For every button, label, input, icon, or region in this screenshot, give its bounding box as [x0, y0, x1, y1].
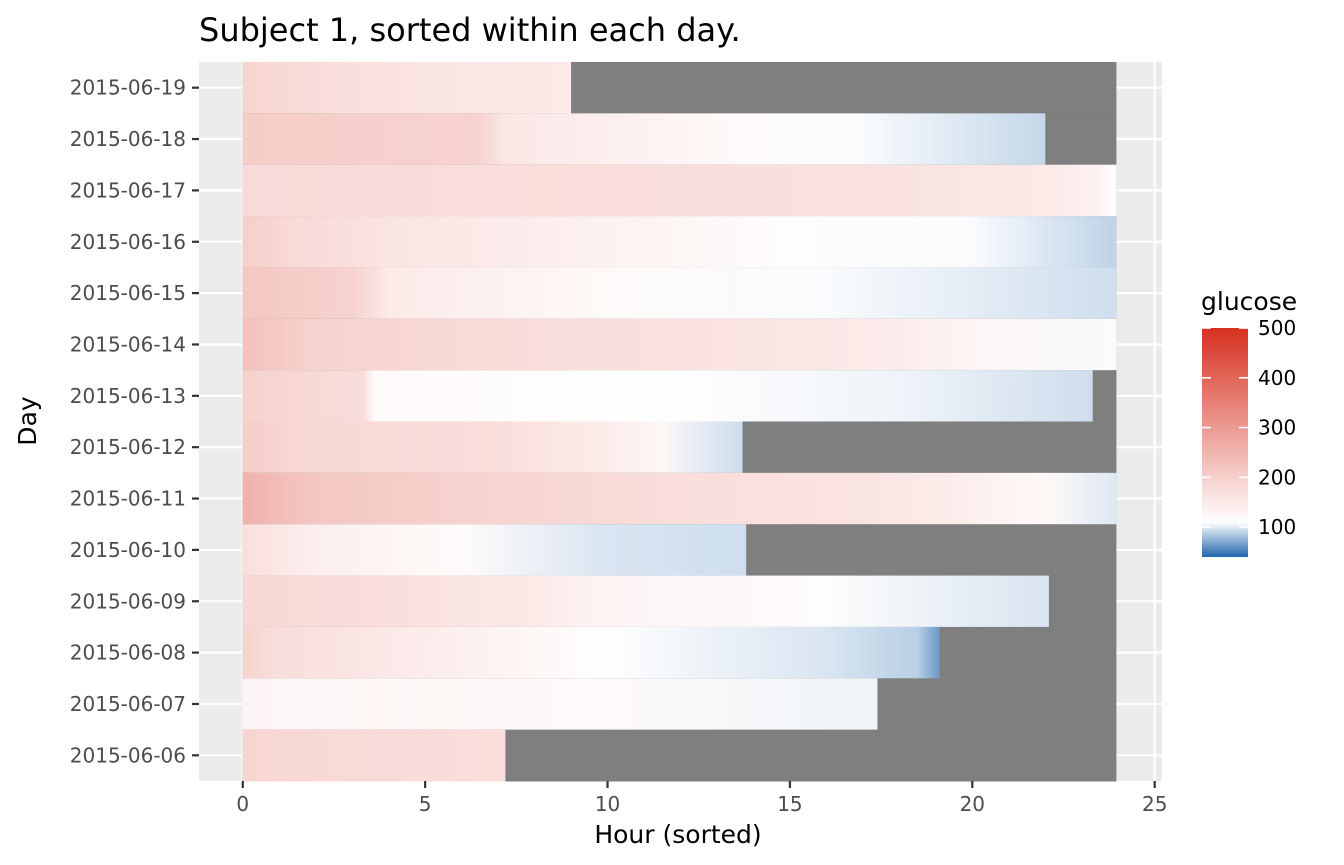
y-tick-label: 2015-06-16 [70, 230, 186, 254]
day-glucose-tile [242, 678, 878, 731]
x-axis: 0 5 10 15 20 25 [236, 781, 1167, 816]
day-bars [242, 62, 1117, 782]
y-tick-label: 2015-06-13 [70, 384, 186, 408]
y-tick-label: 2015-06-19 [70, 76, 186, 100]
y-axis: 2015-06-19 2015-06-18 2015-06-17 2015-06-16… [70, 76, 199, 767]
day-glucose-tile [242, 626, 940, 679]
day-glucose-tile [242, 729, 506, 782]
y-tick-label: 2015-06-07 [70, 692, 186, 716]
chart-title: Subject 1, sorted within each day. [199, 11, 741, 49]
day-glucose-tile [242, 62, 572, 114]
day-glucose-tile [242, 370, 1093, 422]
y-tick-label: 2015-06-08 [70, 641, 186, 665]
legend-tick-label: 200 [1258, 465, 1296, 489]
legend-tick-label: 100 [1258, 515, 1296, 539]
legend-tick-label: 400 [1258, 366, 1296, 390]
legend-tick-label: 500 [1258, 316, 1296, 340]
day-glucose-tile [242, 575, 1049, 628]
day-glucose-tile [242, 216, 1117, 268]
day-glucose-tile [242, 524, 747, 577]
y-tick-label: 2015-06-11 [70, 487, 186, 511]
day-glucose-tile [242, 113, 1046, 166]
y-tick-label: 2015-06-06 [70, 743, 186, 767]
legend-title: glucose [1201, 287, 1297, 316]
x-tick-label: 20 [960, 792, 985, 816]
y-tick-label: 2015-06-12 [70, 435, 186, 459]
y-axis-title: Day [13, 396, 42, 446]
x-tick-label: 5 [419, 792, 432, 816]
x-tick-label: 10 [595, 792, 620, 816]
x-tick-label: 0 [236, 792, 249, 816]
day-glucose-tile [242, 267, 1117, 320]
x-axis-title: Hour (sorted) [594, 820, 761, 849]
x-tick-label: 25 [1142, 792, 1167, 816]
legend-colorbar [1202, 328, 1248, 557]
x-tick-label: 15 [777, 792, 802, 816]
day-glucose-tile [242, 318, 1117, 371]
y-tick-label: 2015-06-15 [70, 281, 186, 305]
y-tick-label: 2015-06-18 [70, 127, 186, 151]
day-glucose-tile [242, 164, 1117, 217]
legend-tick-label: 300 [1258, 416, 1296, 440]
glucose-legend: glucose 100 200 300 400 500 [1201, 287, 1297, 557]
y-tick-label: 2015-06-10 [70, 538, 186, 562]
y-tick-label: 2015-06-14 [70, 332, 186, 356]
y-tick-label: 2015-06-09 [70, 589, 186, 613]
day-glucose-tile [242, 421, 743, 474]
day-glucose-tile [242, 472, 1117, 525]
y-tick-label: 2015-06-17 [70, 178, 186, 202]
